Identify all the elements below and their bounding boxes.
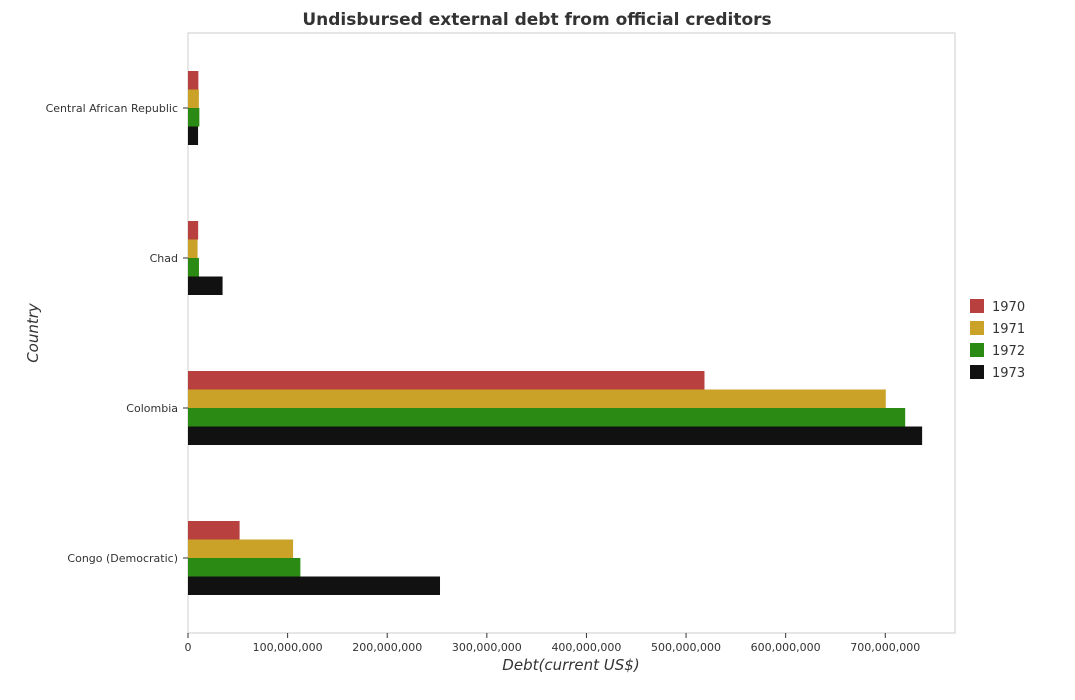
- x-tick-label: 0: [185, 641, 192, 654]
- x-tick-label: 400,000,000: [551, 641, 621, 654]
- bar-central-african-republic-1973: [188, 126, 199, 145]
- bar-colombia-1970: [188, 371, 705, 390]
- legend-label-1971: 1971: [992, 322, 1025, 337]
- legend-swatch-1973: [970, 365, 984, 379]
- bar-congo-democratic--1972: [188, 558, 301, 577]
- chart-title: Undisbursed external debt from official …: [302, 10, 771, 30]
- y-tick-label: Central African Republic: [46, 102, 178, 115]
- y-tick-label: Congo (Democratic): [67, 552, 178, 565]
- legend-swatch-1972: [970, 343, 984, 357]
- legend-label-1970: 1970: [992, 300, 1025, 315]
- plot-frame: [187, 32, 956, 634]
- y-axis-title: Country: [24, 302, 42, 363]
- bar-chad-1971: [188, 239, 198, 258]
- bar-central-african-republic-1972: [188, 108, 200, 127]
- bar-central-african-republic-1971: [188, 89, 199, 108]
- bar-colombia-1973: [188, 426, 923, 445]
- legend-label-1973: 1973: [992, 366, 1025, 381]
- bar-central-african-republic-1970: [188, 71, 199, 90]
- bar-congo-democratic--1970: [188, 521, 240, 540]
- x-tick-label: 200,000,000: [352, 641, 422, 654]
- bar-congo-democratic--1971: [188, 539, 294, 558]
- legend-label-1972: 1972: [992, 344, 1025, 359]
- bar-colombia-1971: [188, 389, 886, 408]
- bar-colombia-1972: [188, 408, 906, 427]
- x-axis-title: Debt(current US$): [502, 656, 639, 674]
- bar-chad-1972: [188, 258, 199, 277]
- y-tick-label: Colombia: [126, 402, 178, 415]
- legend: 1970 1971 1972 1973: [970, 299, 1025, 381]
- x-tick-label: 700,000,000: [850, 641, 920, 654]
- bar-chad-1970: [188, 221, 199, 240]
- x-tick-label: 300,000,000: [452, 641, 522, 654]
- bars: [188, 71, 923, 595]
- y-tick-label: Chad: [150, 252, 178, 265]
- legend-swatch-1971: [970, 321, 984, 335]
- x-tick-labels: 0 100,000,000 200,000,000 300,000,000 400,00…: [185, 633, 920, 654]
- y-tick-labels: Central African Republic Chad Colombia Cong…: [46, 102, 188, 565]
- x-tick-label: 100,000,000: [253, 641, 323, 654]
- x-tick-label: 600,000,000: [751, 641, 821, 654]
- bar-chad-1973: [188, 276, 223, 295]
- legend-swatch-1970: [970, 299, 984, 313]
- x-tick-label: 500,000,000: [651, 641, 721, 654]
- bar-congo-democratic--1973: [188, 576, 441, 595]
